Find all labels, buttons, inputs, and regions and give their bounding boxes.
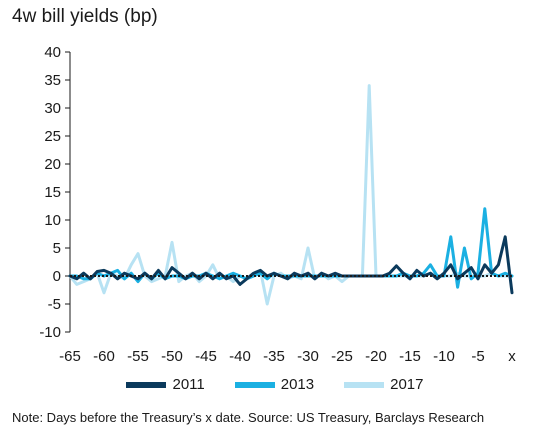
x-tick-label: -35	[263, 348, 285, 365]
x-tick-label: -45	[195, 348, 217, 365]
x-tick-label: -40	[229, 348, 251, 365]
y-tick-label: 15	[44, 184, 61, 201]
y-tick-label: 0	[53, 268, 61, 285]
y-tick-label: 20	[44, 156, 61, 173]
x-tick-label: -50	[161, 348, 183, 365]
x-tick-label: -15	[399, 348, 421, 365]
x-tick-label: -55	[127, 348, 149, 365]
legend-label: 2017	[390, 376, 424, 393]
x-tick-label: x	[508, 348, 516, 365]
x-tick-label: -30	[297, 348, 319, 365]
x-tick-label: -65	[59, 348, 81, 365]
y-tick-label: -10	[39, 324, 61, 341]
legend-swatch	[234, 381, 275, 388]
chart-note: Note: Days before the Treasury’s x date.…	[12, 410, 485, 425]
legend-label: 2013	[280, 376, 315, 393]
y-tick-label: 35	[44, 72, 61, 89]
x-tick-label: -25	[331, 348, 353, 365]
x-tick-label: -5	[471, 348, 484, 365]
legend-label: 2011	[172, 376, 205, 393]
y-tick-label: 10	[44, 212, 61, 229]
y-tick-label: 5	[53, 240, 61, 257]
legend-item-2013: 2013	[234, 376, 315, 393]
chart-legend: 2011 2013 2017	[0, 376, 550, 393]
y-tick-label: 40	[44, 44, 61, 61]
x-tick-label: -10	[433, 348, 455, 365]
x-tick-label: -60	[93, 348, 115, 365]
legend-swatch	[344, 381, 385, 388]
y-tick-label: 25	[44, 128, 61, 145]
x-tick-label: -20	[365, 348, 387, 365]
legend-swatch	[126, 381, 167, 388]
chart-title: 4w bill yields (bp)	[12, 6, 158, 27]
y-tick-label: 30	[44, 100, 61, 117]
legend-item-2011: 2011	[126, 376, 205, 393]
legend-item-2017: 2017	[344, 376, 424, 393]
y-tick-label: -5	[48, 296, 61, 313]
